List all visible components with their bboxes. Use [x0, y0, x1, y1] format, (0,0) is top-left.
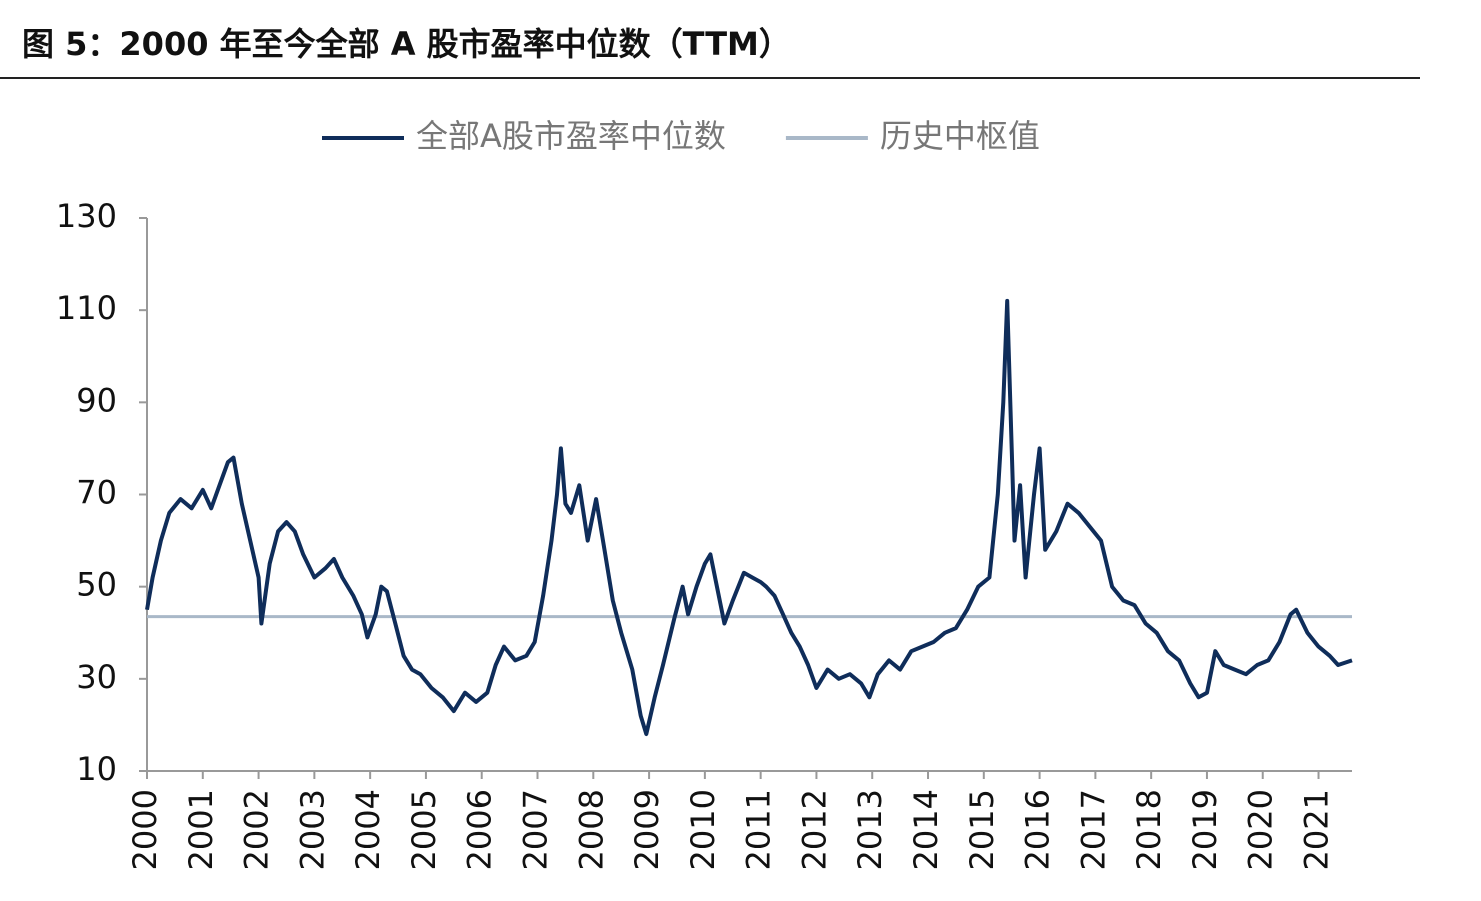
x-tick-label: 2019 [1186, 789, 1224, 870]
x-tick-label: 2015 [963, 789, 1001, 870]
x-tick-label: 2007 [517, 789, 555, 870]
y-tick-label: 70 [76, 474, 117, 512]
x-tick-label: 2013 [851, 789, 889, 870]
x-tick-label: 2006 [461, 789, 499, 870]
x-tick-label: 2021 [1298, 789, 1336, 870]
x-tick-label: 2010 [684, 789, 722, 870]
y-tick-label: 30 [76, 658, 117, 696]
x-tick-label: 2001 [182, 789, 220, 870]
x-tick-label: 2012 [795, 789, 833, 870]
y-tick-label: 130 [56, 197, 117, 235]
y-tick-label: 10 [76, 750, 117, 788]
y-tick-label: 110 [56, 289, 117, 327]
x-tick-label: 2000 [126, 789, 164, 870]
x-tick-label: 2014 [907, 789, 945, 870]
x-tick-label: 2004 [349, 789, 387, 870]
x-tick-label: 2009 [628, 789, 666, 870]
x-tick-label: 2018 [1130, 789, 1168, 870]
series-line [145, 298, 1353, 737]
y-tick-label: 50 [76, 566, 117, 604]
x-tick-label: 2011 [740, 789, 778, 870]
x-tick-label: 2020 [1242, 789, 1280, 870]
legend-label: 全部A股市盈率中位数 [416, 117, 726, 155]
x-tick-label: 2016 [1019, 789, 1057, 870]
chart-title: 图 5：2000 年至今全部 A 股市盈率中位数（TTM） [22, 25, 791, 63]
x-tick-label: 2003 [293, 789, 331, 870]
legend-label: 历史中枢值 [880, 117, 1040, 155]
x-tick-label: 2002 [238, 789, 276, 870]
x-tick-label: 2008 [572, 789, 610, 870]
x-tick-label: 2017 [1074, 789, 1112, 870]
y-tick-label: 90 [76, 381, 117, 419]
x-tick-label: 2005 [405, 789, 443, 870]
